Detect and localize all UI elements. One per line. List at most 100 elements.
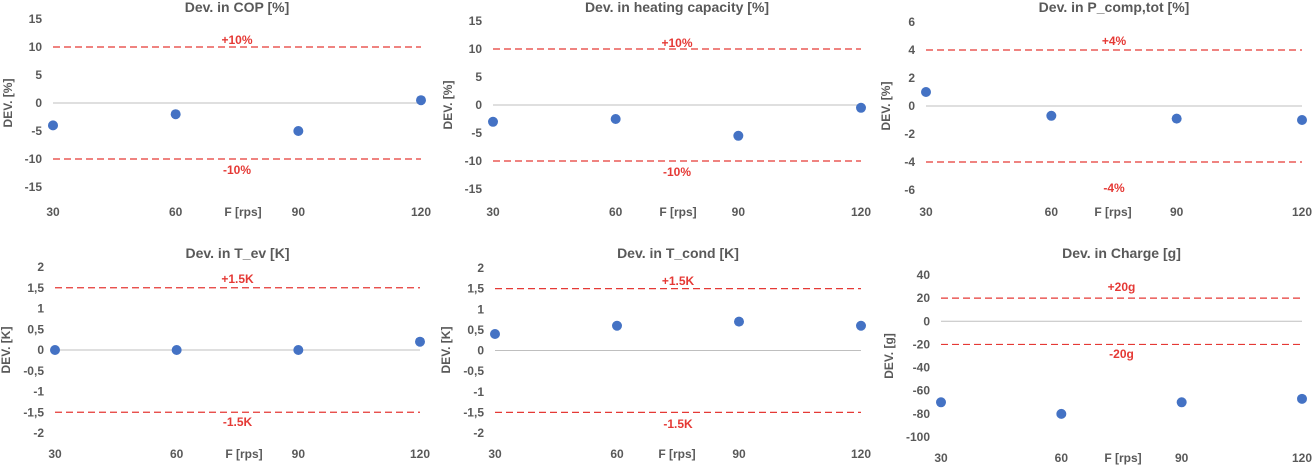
y-tick-label: -5: [31, 124, 42, 138]
reference-label: +10%: [661, 36, 692, 50]
y-tick-label: 0: [908, 99, 915, 113]
y-tick-label: 1: [477, 302, 484, 316]
x-tick-label: 120: [1292, 451, 1312, 465]
y-tick-label: -60: [913, 384, 931, 398]
x-tick-label: 30: [919, 205, 933, 219]
y-axis-label: DEV. [K]: [439, 327, 453, 374]
y-tick-label: -10: [465, 154, 483, 168]
chart-panel: Dev. in T_ev [K] -2 -1,5 -1 -0,5 0 0,5 1 1,5 2 30 6…: [0, 245, 430, 461]
y-tick-label: 40: [917, 268, 931, 282]
reference-label: -20g: [1109, 347, 1134, 361]
x-axis-label: F [rps]: [1094, 205, 1131, 219]
x-tick-label: 120: [1292, 205, 1312, 219]
y-tick-label: 5: [475, 70, 482, 84]
x-axis-label: F [rps]: [659, 205, 696, 219]
reference-label: -1.5K: [663, 417, 693, 431]
x-axis-label: F [rps]: [1104, 451, 1141, 465]
data-point: [856, 102, 866, 113]
reference-label: +1.5K: [221, 272, 254, 286]
reference-label: -4%: [1103, 181, 1125, 195]
x-tick-label: 60: [170, 447, 184, 461]
y-axis-label: DEV. [g]: [882, 333, 896, 379]
x-tick-label: 60: [610, 447, 624, 461]
y-tick-label: 15: [29, 12, 43, 26]
x-tick-label: 90: [292, 447, 306, 461]
y-axis-label: DEV. [%]: [879, 82, 893, 131]
y-tick-label: -10: [25, 152, 43, 166]
y-tick-label: 4: [908, 43, 915, 57]
data-point: [48, 120, 58, 131]
data-point: [1171, 113, 1182, 124]
chart-panel: Dev. in heating capacity [%] -15 -10 -5 0 5 10…: [441, 0, 871, 219]
y-tick-label: -0,5: [463, 364, 484, 378]
y-tick-label: -6: [904, 183, 915, 197]
reference-label: +10%: [221, 33, 252, 47]
data-point: [171, 345, 182, 355]
chart-panel: Dev. in T_cond [K] -2 -1,5 -1 -0,5 0 0,5 1 1,5 2 3…: [439, 245, 871, 461]
data-point: [733, 130, 744, 141]
x-tick-label: 60: [169, 205, 183, 219]
data-point: [1176, 397, 1187, 408]
data-point: [416, 95, 426, 106]
x-tick-label: 90: [732, 447, 746, 461]
data-point: [612, 320, 622, 331]
y-tick-label: -0,5: [23, 364, 44, 378]
chart-title: Dev. in Charge [g]: [1062, 245, 1181, 261]
data-point: [490, 329, 500, 339]
y-tick-label: -5: [471, 126, 482, 140]
y-tick-label: 2: [908, 71, 915, 85]
chart-panel: Dev. in Charge [g] -100 -80 -60 -40 -20 0 20 40 3…: [882, 245, 1312, 465]
y-axis-label: DEV. [%]: [1, 79, 15, 128]
chart-title: Dev. in T_cond [K]: [617, 245, 739, 261]
y-tick-label: 1: [37, 302, 44, 316]
data-point: [1297, 393, 1307, 404]
reference-label: -10%: [223, 163, 251, 177]
x-axis-label: F [rps]: [658, 447, 695, 461]
chart-panel: Dev. in P_comp,tot [%] -6 -4 -2 0 2 4 6 30 60 90 12…: [879, 0, 1312, 219]
y-tick-label: 1,5: [27, 281, 44, 295]
y-tick-label: 0: [475, 98, 482, 112]
chart-panel: Dev. in COP [%] -15 -10 -5 0 5 10 15 30 60 90 120 F …: [1, 0, 431, 219]
reference-label: -10%: [663, 165, 691, 179]
y-tick-label: -4: [904, 155, 915, 169]
data-point: [936, 397, 946, 408]
y-tick-label: 0: [477, 344, 484, 358]
y-tick-label: -100: [906, 430, 930, 444]
x-tick-label: 120: [410, 447, 430, 461]
chart-title: Dev. in heating capacity [%]: [585, 0, 769, 15]
data-point: [488, 116, 498, 127]
y-tick-label: -15: [25, 180, 43, 194]
y-tick-label: -1,5: [463, 405, 484, 419]
y-axis-label: DEV. [%]: [441, 81, 455, 130]
y-tick-label: 0,5: [467, 323, 484, 337]
chart-title: Dev. in P_comp,tot [%]: [1039, 0, 1190, 15]
y-tick-label: -1: [33, 385, 44, 399]
y-tick-label: 0: [923, 314, 930, 328]
y-tick-label: -1,5: [23, 405, 44, 419]
x-tick-label: 90: [1170, 205, 1184, 219]
x-tick-label: 90: [732, 205, 746, 219]
x-tick-label: 120: [411, 205, 431, 219]
y-axis-label: DEV. [K]: [0, 327, 13, 374]
data-point: [170, 109, 181, 120]
data-point: [921, 87, 931, 97]
x-tick-label: 120: [851, 205, 871, 219]
data-point: [293, 126, 304, 136]
x-tick-label: 90: [292, 205, 306, 219]
x-tick-label: 90: [1175, 451, 1189, 465]
y-tick-label: -1: [473, 385, 484, 399]
y-tick-label: 1,5: [467, 282, 484, 296]
x-tick-label: 30: [48, 447, 62, 461]
y-tick-label: 20: [917, 291, 931, 305]
x-tick-label: 120: [851, 447, 871, 461]
reference-label: -1.5K: [223, 415, 253, 429]
y-tick-label: 0: [37, 343, 44, 357]
data-point: [856, 320, 866, 331]
x-tick-label: 60: [609, 205, 623, 219]
reference-label: +1.5K: [662, 274, 695, 288]
data-point: [1056, 408, 1067, 419]
data-point: [1046, 110, 1057, 121]
y-tick-label: 0,5: [27, 322, 44, 336]
